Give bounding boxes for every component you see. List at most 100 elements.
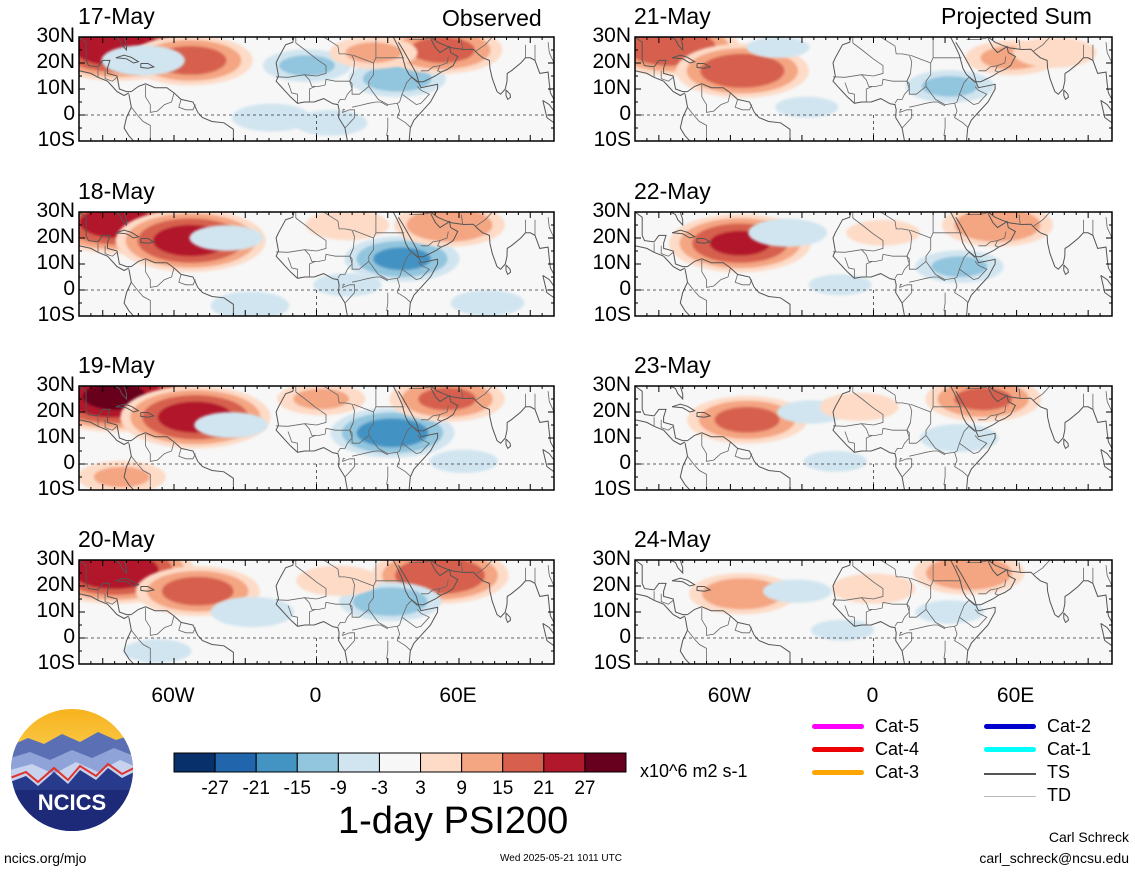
- legend-entry: Cat-5: [812, 716, 962, 738]
- latitude-label: 10S: [37, 477, 75, 500]
- negative-anomaly: [123, 639, 192, 663]
- latitude-label: 30N: [592, 24, 631, 47]
- legend-line-swatch: [984, 724, 1036, 729]
- negative-anomaly: [803, 450, 867, 472]
- ncics-logo: NCICS: [10, 708, 134, 832]
- negative-anomaly: [808, 274, 872, 296]
- legend-label: Cat-1: [1047, 739, 1092, 759]
- colorbar-tick-label: -3: [371, 778, 388, 799]
- footer-email: carl_schreck@ncsu.edu: [979, 850, 1129, 866]
- latitude-label: 30N: [36, 373, 75, 396]
- latitude-label: 0: [619, 277, 631, 300]
- legend-entry: TD: [984, 785, 1134, 807]
- negative-anomaly: [189, 225, 264, 251]
- colorbar-swatch: [173, 752, 216, 773]
- projected-sum-header: Projected Sum: [941, 3, 1092, 29]
- panel-date-title: 22-May: [634, 178, 711, 204]
- positive-anomaly: [831, 573, 916, 604]
- latitude-label: 20N: [36, 225, 75, 248]
- latitude-label: 0: [63, 451, 75, 474]
- latitude-label: 30N: [36, 24, 75, 47]
- latitude-label: 10S: [593, 651, 631, 674]
- map-panel: [78, 559, 555, 670]
- map-panel: [634, 211, 1113, 322]
- legend-line-swatch: [812, 724, 864, 729]
- longitude-label: 60E: [996, 684, 1035, 707]
- negative-anomaly: [194, 412, 268, 438]
- latitude-label: 10S: [37, 303, 75, 326]
- colorbar-swatch: [337, 752, 380, 773]
- negative-anomaly: [746, 37, 810, 58]
- latitude-label: 10N: [592, 251, 631, 274]
- negative-anomaly: [101, 45, 185, 76]
- map-panel: [634, 385, 1113, 496]
- latitude-label: 20N: [592, 399, 631, 422]
- latitude-label: 20N: [36, 399, 75, 422]
- latitude-label: 0: [619, 102, 631, 125]
- colorbar-tick-label: 9: [456, 778, 467, 799]
- legend-line-swatch: [812, 747, 864, 752]
- colorbar-tick-label: -27: [201, 778, 228, 799]
- colorbar-tick-label: 21: [533, 778, 554, 799]
- legend-line-swatch: [984, 773, 1036, 775]
- negative-anomaly: [210, 596, 295, 628]
- latitude-label: 0: [63, 277, 75, 300]
- latitude-label: 20N: [592, 50, 631, 73]
- latitude-label: 10N: [36, 599, 75, 622]
- map-panel: [634, 36, 1113, 147]
- longitude-label: 0: [866, 684, 879, 707]
- legend-label: Cat-4: [875, 739, 920, 759]
- legend-label: Cat-3: [875, 762, 920, 782]
- negative-anomaly: [915, 600, 985, 624]
- latitude-label: 0: [63, 102, 75, 125]
- latitude-label: 0: [619, 451, 631, 474]
- negative-anomaly: [905, 70, 995, 103]
- longitude-label: 0: [309, 684, 322, 707]
- longitude-label: 60W: [707, 684, 751, 707]
- latitude-label: 10N: [36, 76, 75, 99]
- latitude-label: 20N: [36, 50, 75, 73]
- negative-anomaly: [313, 273, 382, 297]
- psi200-anomaly-map: [634, 559, 1113, 665]
- storm-category-legend: Cat-5 Cat-4 Cat-3 Cat-2 Cat-1 TS TD: [812, 716, 1132, 816]
- latitude-label: 10N: [592, 425, 631, 448]
- panel-date-title: 17-May: [78, 3, 155, 29]
- legend-entry: Cat-3: [812, 762, 962, 784]
- map-panel: [634, 559, 1113, 670]
- colorbar-tick-label: 3: [415, 778, 426, 799]
- footer-url: ncics.org/mjo: [4, 850, 87, 866]
- colorbar-swatch: [378, 752, 422, 773]
- negative-anomaly: [450, 290, 525, 316]
- colorbar: -27 -21 -15 -9 -3 3 9 15 21 27: [172, 752, 632, 805]
- colorbar-tick-label: -21: [242, 778, 269, 799]
- legend-entry: Cat-2: [984, 716, 1134, 738]
- positive-anomaly: [389, 386, 505, 422]
- legend-label: Cat-2: [1047, 716, 1092, 736]
- latitude-label: 30N: [36, 199, 75, 222]
- panel-date-title: 23-May: [634, 352, 711, 378]
- latitude-label: 10S: [593, 477, 631, 500]
- latitude-label: 10S: [593, 128, 631, 151]
- negative-anomaly: [232, 103, 311, 132]
- positive-anomaly: [79, 460, 166, 490]
- logo-text: NCICS: [38, 790, 106, 815]
- panel-date-title: 19-May: [78, 352, 155, 378]
- positive-anomaly: [305, 212, 390, 241]
- legend-label: Cat-5: [875, 716, 920, 736]
- panel-date-title: 21-May: [634, 3, 711, 29]
- map-panel: [78, 211, 555, 322]
- colorbar-title: 1-day PSI200: [338, 800, 569, 842]
- psi200-anomaly-map: [78, 36, 555, 142]
- negative-anomaly: [810, 619, 875, 641]
- panel-date-title: 24-May: [634, 526, 711, 552]
- latitude-label: 30N: [592, 373, 631, 396]
- negative-anomaly: [429, 449, 498, 474]
- negative-anomaly: [210, 291, 290, 316]
- latitude-label: 10N: [36, 251, 75, 274]
- negative-anomaly: [762, 579, 832, 603]
- longitude-label: 60E: [439, 684, 477, 707]
- positive-anomaly: [675, 43, 809, 98]
- positive-anomaly: [688, 573, 796, 615]
- legend-entry: Cat-1: [984, 739, 1134, 761]
- psi200-anomaly-map: [634, 385, 1113, 491]
